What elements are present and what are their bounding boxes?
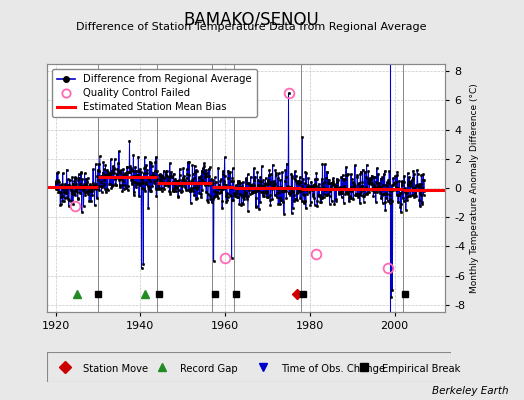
Text: Difference of Station Temperature Data from Regional Average: Difference of Station Temperature Data f… xyxy=(77,22,427,32)
Text: Record Gap: Record Gap xyxy=(180,364,238,374)
Legend: Difference from Regional Average, Quality Control Failed, Estimated Station Mean: Difference from Regional Average, Qualit… xyxy=(52,69,257,117)
Text: Berkeley Earth: Berkeley Earth xyxy=(432,386,508,396)
Text: BAMAKO/SENOU: BAMAKO/SENOU xyxy=(183,10,320,28)
Text: Time of Obs. Change: Time of Obs. Change xyxy=(281,364,385,374)
Y-axis label: Monthly Temperature Anomaly Difference (°C): Monthly Temperature Anomaly Difference (… xyxy=(470,83,479,293)
Text: Station Move: Station Move xyxy=(83,364,149,374)
Text: Empirical Break: Empirical Break xyxy=(382,364,461,374)
